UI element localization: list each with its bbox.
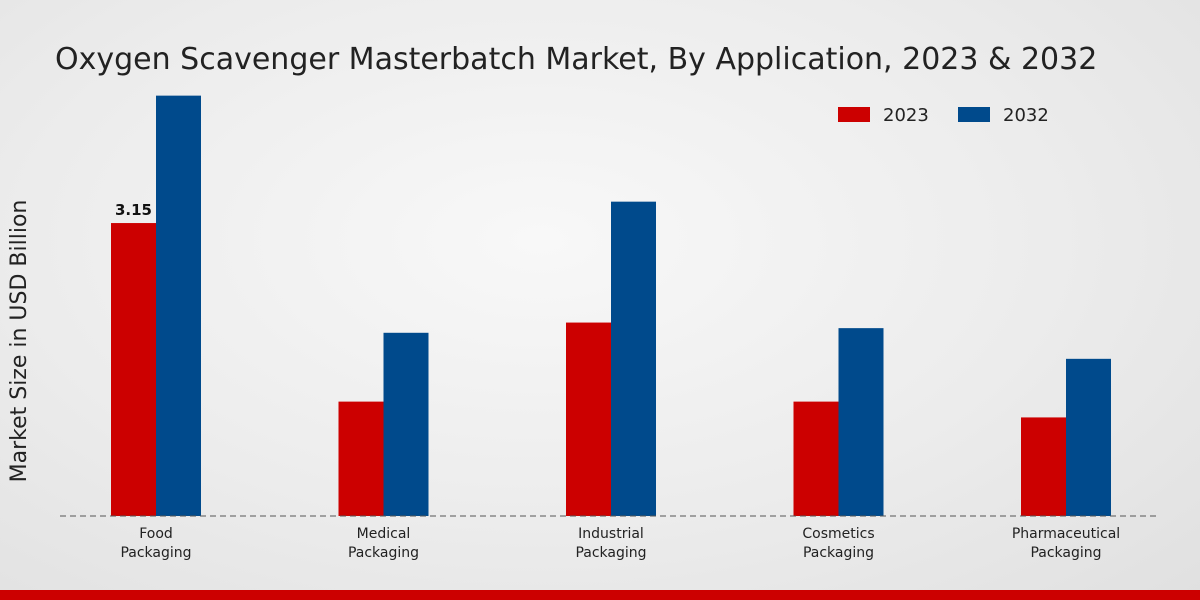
x-tick-label-industrial-packaging: Industrial Packaging [575, 526, 646, 561]
data-labels: 3.15 [115, 201, 152, 219]
x-tick-labels: Food Packaging Medical Packaging Industrial P… [120, 526, 1120, 561]
bar-2032-food-packaging [156, 95, 201, 516]
bar-2023-pharmaceutical-packaging [1021, 417, 1066, 516]
x-tick-label-cosmetics-packaging: Cosmetics Packaging [802, 526, 874, 561]
legend-label-2032: 2032 [1003, 105, 1049, 126]
bar-2032-medical-packaging [383, 332, 429, 516]
bar-2032-industrial-packaging [611, 201, 656, 516]
bar-2032-pharmaceutical-packaging [1066, 358, 1111, 516]
x-tick-label-pharmaceutical-packaging: Pharmaceutical Packaging [1012, 526, 1120, 561]
bar-2023-food-packaging [111, 223, 156, 517]
y-axis-label: Market Size in USD Billion [7, 200, 32, 483]
legend: 2023 2032 [838, 105, 1049, 126]
bar-2023-medical-packaging [338, 401, 384, 516]
data-label-2023-0: 3.15 [115, 201, 152, 219]
x-tick-label-food-packaging: Food Packaging [120, 526, 191, 561]
legend-swatch-2032 [958, 107, 990, 122]
x-tick-label-medical-packaging: Medical Packaging [348, 526, 419, 561]
chart-title: Oxygen Scavenger Masterbatch Market, By … [55, 42, 1097, 77]
bars [111, 95, 1111, 517]
legend-swatch-2023 [838, 107, 870, 122]
legend-label-2023: 2023 [883, 105, 929, 126]
bar-2023-cosmetics-packaging [793, 401, 839, 516]
bottom-accent-bar [0, 590, 1200, 600]
bar-2023-industrial-packaging [566, 322, 611, 516]
bar-2032-cosmetics-packaging [838, 328, 884, 516]
